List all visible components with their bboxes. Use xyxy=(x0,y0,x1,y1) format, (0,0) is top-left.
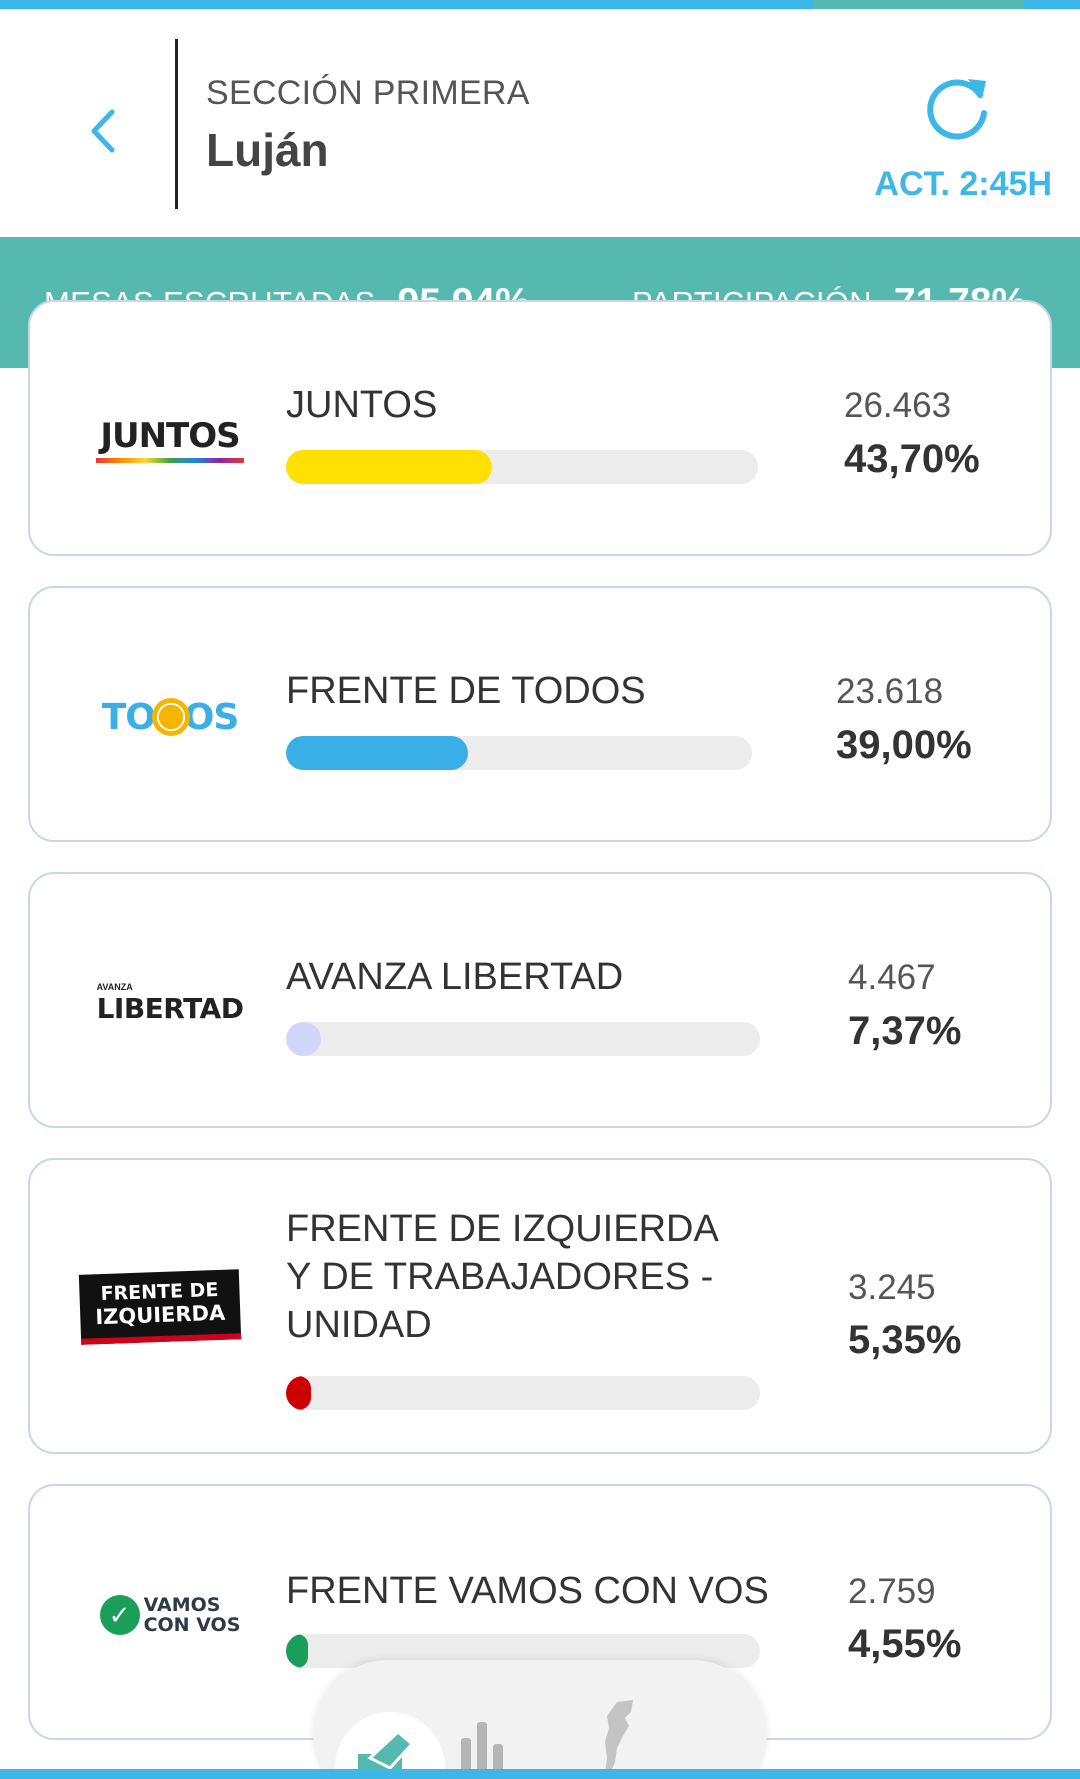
place-title: Luján xyxy=(206,124,329,176)
vamos-logo-line1: VAMOS xyxy=(143,1594,221,1616)
chevron-left-icon xyxy=(91,109,115,153)
vote-bar-fill xyxy=(286,736,468,770)
header-divider xyxy=(175,39,178,209)
libertad-logo-text: LIBERTAD xyxy=(96,991,244,1025)
party-name: FRENTE VAMOS CON VOS xyxy=(286,1570,769,1612)
party-percentage: 39,00% xyxy=(836,723,972,767)
party-percentage: 5,35% xyxy=(848,1318,962,1362)
vote-bar-track xyxy=(286,450,758,484)
party-votes: 26.463 xyxy=(844,386,952,425)
header: SECCIÓN PRIMERA Luján ACT. 2:45H xyxy=(0,9,1080,237)
vote-bar-track xyxy=(286,1022,760,1056)
sun-icon xyxy=(152,698,190,736)
party-card-juntos[interactable]: JUNTOS JUNTOS 26.463 43,70% xyxy=(28,300,1052,556)
libertad-logo: AVANZA LIBERTAD xyxy=(80,968,260,1038)
party-percentage: 43,70% xyxy=(844,437,980,481)
vamos-logo: ✓ VAMOS CON VOS xyxy=(80,1580,260,1650)
refresh-icon xyxy=(927,79,987,140)
top-accent-strip xyxy=(0,0,1080,9)
party-name: AVANZA LIBERTAD xyxy=(286,956,624,998)
party-card-todos[interactable]: TODOS FRENTE DE TODOS 23.618 39,00% xyxy=(28,586,1052,842)
bottom-accent-strip xyxy=(0,1769,1080,1779)
vamos-logo-line2: CON VOS xyxy=(143,1614,241,1636)
party-votes: 3.245 xyxy=(848,1268,936,1307)
todos-logo: TODOS xyxy=(80,682,260,752)
bottom-nav xyxy=(313,1660,767,1779)
top-accent-segment xyxy=(814,0,1024,9)
party-name-line2: Y DE TRABAJADORES - xyxy=(286,1256,714,1298)
party-name: JUNTOS xyxy=(286,384,438,426)
party-name-line3: UNIDAD xyxy=(286,1304,432,1346)
party-percentage: 4,55% xyxy=(848,1622,962,1666)
argentina-map-icon xyxy=(605,1700,633,1776)
back-button[interactable] xyxy=(78,101,128,161)
izquierda-logo-line2: IZQUIERDA xyxy=(94,1300,226,1330)
refresh-button[interactable] xyxy=(924,71,994,141)
juntos-logo-text: JUNTOS xyxy=(100,415,240,456)
juntos-logo: JUNTOS xyxy=(80,404,260,474)
party-card-avanza-libertad[interactable]: AVANZA LIBERTAD AVANZA LIBERTAD 4.467 7,… xyxy=(28,872,1052,1128)
party-votes: 4.467 xyxy=(848,958,936,997)
vote-bar-fill xyxy=(286,1634,308,1668)
nav-item-map[interactable] xyxy=(583,1696,663,1779)
party-name-line1: FRENTE DE IZQUIERDA xyxy=(286,1208,719,1250)
party-name: FRENTE DE TODOS xyxy=(286,670,646,712)
update-time-label: ACT. 2:45H xyxy=(874,165,1052,203)
vote-bar-fill xyxy=(286,1376,311,1410)
vote-bar-track xyxy=(286,736,752,770)
vote-bar-fill xyxy=(286,1022,321,1056)
juntos-logo-rainbow xyxy=(96,457,244,463)
check-badge-icon: ✓ xyxy=(99,1595,140,1635)
party-votes: 2.759 xyxy=(848,1572,936,1611)
party-percentage: 7,37% xyxy=(848,1009,962,1053)
section-title: SECCIÓN PRIMERA xyxy=(206,74,530,112)
nav-item-results[interactable] xyxy=(443,1700,523,1779)
izquierda-logo: FRENTE DE IZQUIERDA xyxy=(78,1269,242,1345)
vote-bar-track xyxy=(286,1376,760,1410)
vote-bar-fill xyxy=(286,450,492,484)
party-votes: 23.618 xyxy=(836,672,944,711)
nav-item-vote[interactable] xyxy=(335,1712,445,1779)
bar-chart-icon xyxy=(461,1722,503,1774)
party-card-frente-izquierda[interactable]: FRENTE DE IZQUIERDA FRENTE DE IZQUIERDA … xyxy=(28,1158,1052,1454)
libertad-logo-small: AVANZA xyxy=(96,981,133,992)
